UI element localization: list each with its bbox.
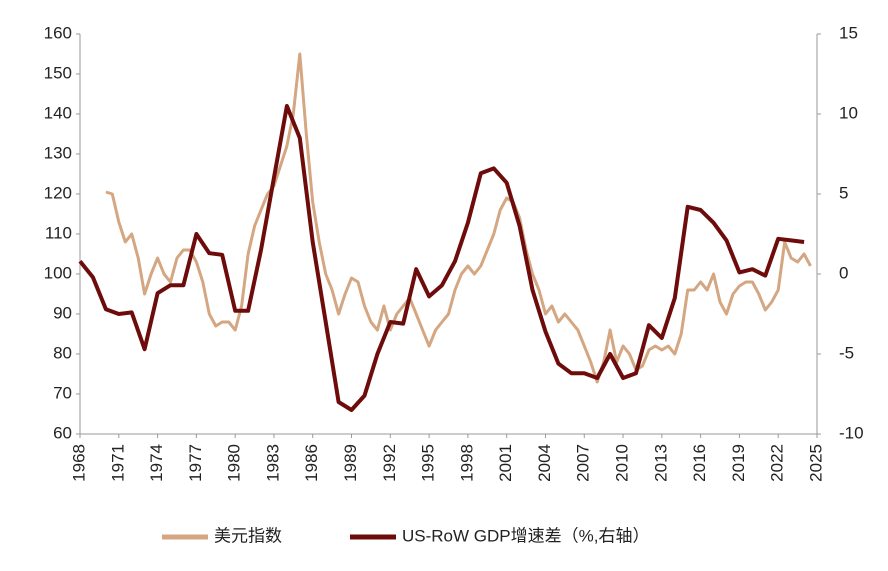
- y-tick-label: 60: [53, 423, 72, 442]
- y2-tick-label: 0: [839, 263, 848, 282]
- y-tick-label: 90: [53, 303, 72, 322]
- x-tick-label: 1968: [69, 444, 88, 482]
- data-line: [78, 104, 805, 412]
- y-tick-label: 120: [44, 183, 72, 202]
- y-tick-label: 160: [44, 23, 72, 42]
- y2-tick-label: 10: [839, 103, 858, 122]
- x-tick-label: 2001: [496, 444, 515, 482]
- y-tick-label: 140: [44, 103, 72, 122]
- y2-tick-label: -5: [839, 343, 854, 362]
- x-tick-label: 2022: [768, 444, 787, 482]
- x-tick-label: 1998: [457, 444, 476, 482]
- x-tick-label: 2016: [690, 444, 709, 482]
- x-tick-label: 1995: [419, 444, 438, 482]
- data-line: [105, 52, 812, 384]
- x-tick-label: 2019: [729, 444, 748, 482]
- y2-tick-label: -10: [839, 423, 864, 442]
- y2-tick-label: 15: [839, 23, 858, 42]
- x-tick-label: 1992: [380, 444, 399, 482]
- legend-label: US-RoW GDP增速差（%,右轴）: [402, 526, 649, 545]
- x-tick-label: 1980: [225, 444, 244, 482]
- y-tick-label: 130: [44, 143, 72, 162]
- x-tick-label: 1971: [108, 444, 127, 482]
- x-tick-label: 1986: [302, 444, 321, 482]
- y-tick-label: 70: [53, 383, 72, 402]
- legend-label: 美元指数: [214, 526, 282, 545]
- x-tick-label: 1974: [147, 444, 166, 482]
- x-tick-label: 1983: [263, 444, 282, 482]
- x-tick-label: 1989: [341, 444, 360, 482]
- y-tick-label: 150: [44, 63, 72, 82]
- x-tick-label: 1977: [186, 444, 205, 482]
- x-tick-label: 2013: [651, 444, 670, 482]
- y-tick-label: 100: [44, 263, 72, 282]
- x-tick-label: 2004: [535, 444, 554, 482]
- x-tick-label: 2010: [613, 444, 632, 482]
- y2-tick-label: 5: [839, 183, 848, 202]
- x-tick-label: 2025: [806, 444, 825, 482]
- x-tick-label: 2007: [574, 444, 593, 482]
- y-tick-label: 80: [53, 343, 72, 362]
- y-tick-label: 110: [45, 223, 72, 242]
